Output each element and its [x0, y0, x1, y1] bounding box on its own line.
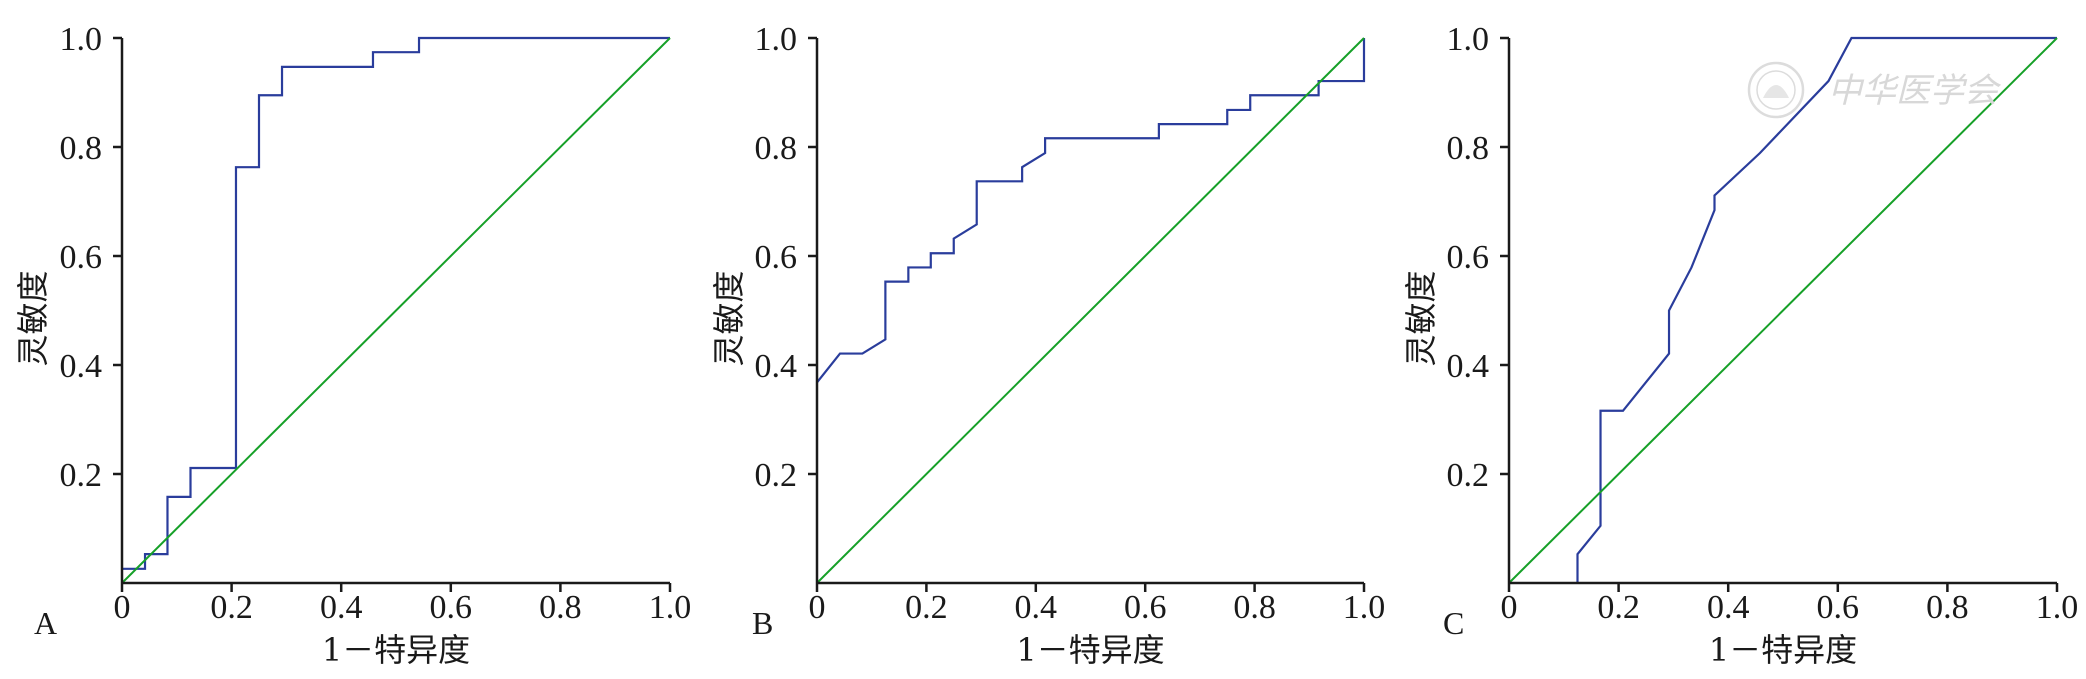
y-tick-label: 0.4 [755, 348, 798, 385]
x-tick-label: 1.0 [649, 589, 692, 626]
x-axis-title: 1－特异度 [1016, 631, 1164, 669]
panel-label: A [34, 605, 57, 641]
y-tick-label: 0.8 [1447, 130, 1490, 167]
x-tick-label: 0.4 [1015, 589, 1058, 626]
x-tick-label: 0.2 [1597, 589, 1640, 626]
roc-panel-b: 0 0.2 0.4 0.6 0.8 1.0 0.2 0.4 0.6 0.8 1.0 1－特异度 灵敏度 B [710, 21, 1385, 669]
x-axis-title: 1－特异度 [322, 631, 470, 669]
y-tick-label: 0.8 [60, 130, 103, 167]
reference-diagonal [121, 37, 671, 584]
x-tick-label: 0.4 [320, 589, 363, 626]
y-tick-label: 0.8 [755, 130, 798, 167]
y-tick-label: 0.2 [755, 457, 798, 494]
roc-curve [122, 36, 670, 570]
y-tick-label: 1.0 [60, 21, 103, 58]
x-tick-label: 0.6 [430, 589, 473, 626]
x-axis-title: 1－特异度 [1709, 631, 1857, 669]
x-tick-label: 0.8 [1926, 589, 1969, 626]
roc-curve [1576, 36, 2057, 583]
y-tick-label: 0.6 [755, 239, 798, 276]
x-tick-label: 1.0 [2036, 589, 2079, 626]
panel-label: B [752, 605, 773, 641]
x-tick-label: 0.2 [210, 589, 253, 626]
x-tick-label: 0.6 [1817, 589, 1860, 626]
reference-diagonal [816, 37, 1365, 584]
roc-panel-a: 0 0.2 0.4 0.6 0.8 1.0 0.2 0.4 0.6 0.8 1.0 1－特异度 灵敏度 A [14, 21, 691, 669]
y-tick-label: 0.2 [60, 457, 103, 494]
x-tick-label: 0.4 [1707, 589, 1750, 626]
x-tick-label: 0.8 [539, 589, 582, 626]
roc-curve [816, 38, 1366, 384]
y-tick-label: 0.4 [1447, 348, 1490, 385]
x-tick-label: 0 [114, 589, 131, 626]
y-tick-label: 1.0 [1447, 21, 1490, 58]
x-tick-label: 0.2 [905, 589, 948, 626]
y-tick-label: 0.2 [1447, 457, 1490, 494]
panel-label: C [1443, 605, 1464, 641]
roc-panel-c: 0 0.2 0.4 0.6 0.8 1.0 0.2 0.4 0.6 0.8 1.0 1－特异度 灵敏度 C [1402, 21, 2078, 669]
watermark-text: 中华医学会 [1828, 71, 2002, 111]
y-tick-label: 0.6 [60, 239, 103, 276]
y-tick-label: 0.6 [1447, 239, 1490, 276]
watermark-seal-icon [1747, 61, 1805, 119]
x-tick-label: 0 [809, 589, 826, 626]
x-tick-label: 1.0 [1343, 589, 1386, 626]
y-axis-title: 灵敏度 [14, 270, 52, 366]
watermark: 中华医学会 [1747, 61, 2002, 119]
y-tick-label: 0.4 [60, 348, 103, 385]
x-tick-label: 0 [1501, 589, 1518, 626]
y-axis-title: 灵敏度 [710, 270, 748, 366]
x-tick-label: 0.8 [1233, 589, 1276, 626]
reference-diagonal [1508, 37, 2058, 584]
y-tick-label: 1.0 [755, 21, 798, 58]
y-axis-title: 灵敏度 [1402, 270, 1440, 366]
x-tick-label: 0.6 [1124, 589, 1167, 626]
